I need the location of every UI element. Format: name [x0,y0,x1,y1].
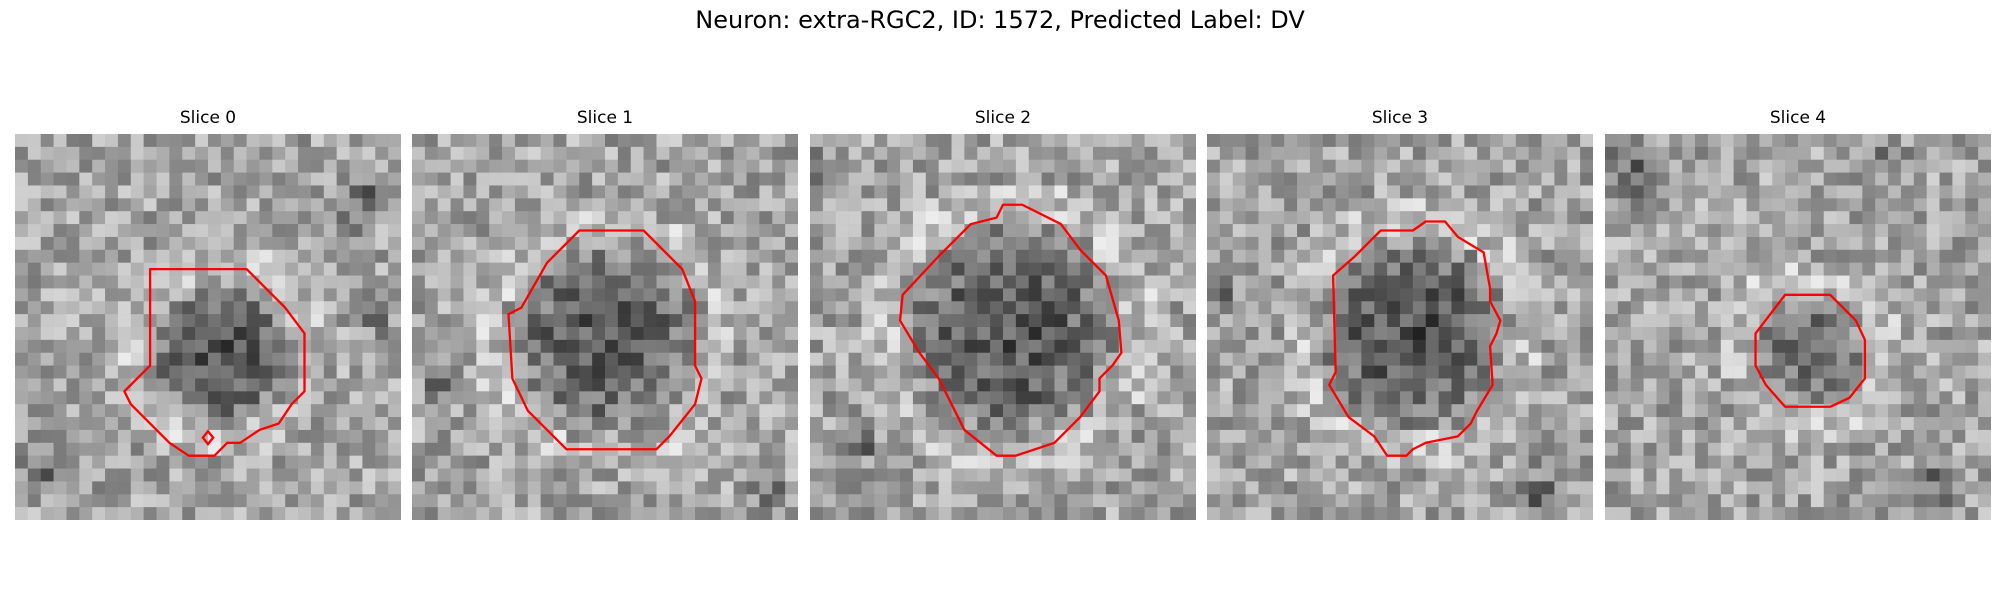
slice-title: Slice 4 [1769,108,1827,128]
grayscale-pixels [810,134,1196,520]
figure-title: Neuron: extra-RGC2, ID: 1572, Predicted … [695,6,1305,34]
slice-title: Slice 2 [974,108,1032,128]
cell-contour-outline [1328,220,1502,457]
cell-contour-outline [507,229,703,451]
slice-panel-4: Slice 4 [1605,108,1991,528]
cell-contour-outline [898,203,1123,457]
cell-contour-outline [1754,293,1867,408]
slice-image [810,134,1196,520]
slice-title: Slice 3 [1371,108,1429,128]
slice-image [412,134,798,520]
grayscale-pixels [1605,134,1991,520]
grayscale-pixels [1207,134,1593,520]
grayscale-pixels [15,134,401,520]
grayscale-pixels [412,134,798,520]
slice-image [1605,134,1991,520]
slice-title: Slice 1 [576,108,634,128]
slice-panel-0: Slice 0 [15,108,401,528]
small-contour-marker [201,429,215,446]
slice-title: Slice 0 [179,108,237,128]
slice-panel-2: Slice 2 [810,108,1196,528]
slice-panel-1: Slice 1 [412,108,798,528]
slice-image [1207,134,1593,520]
cell-contour-outline [123,267,306,457]
slice-panel-3: Slice 3 [1207,108,1593,528]
slice-image [15,134,401,520]
